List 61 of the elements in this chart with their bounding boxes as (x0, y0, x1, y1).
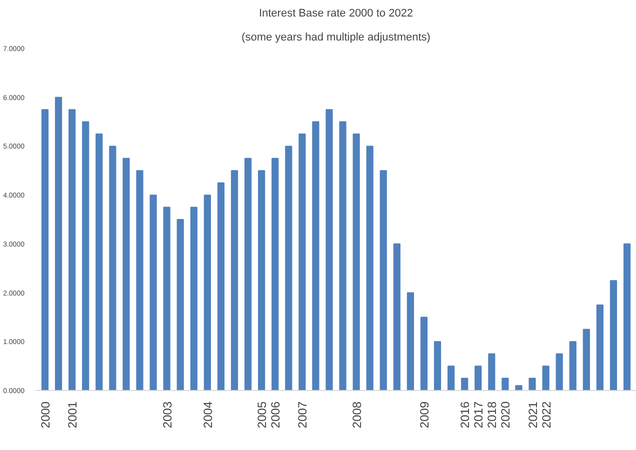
x-tick-label: 2017 (472, 401, 486, 428)
bar (393, 243, 400, 390)
chart-title: Interest Base rate 2000 to 2022 (258, 8, 414, 20)
x-tick-label: 2008 (350, 401, 364, 428)
x-tick-label: 2021 (526, 401, 540, 428)
bar (339, 121, 346, 390)
x-tick-label: 2018 (485, 401, 500, 428)
bar (190, 206, 198, 390)
bar (610, 280, 618, 390)
chart-subtitle: (some years had multiple adjustments) (242, 32, 430, 44)
bar (569, 341, 576, 390)
bar (515, 385, 522, 390)
x-tick-label: 2009 (417, 401, 432, 428)
bar (596, 304, 604, 390)
bar (272, 158, 279, 390)
bar (406, 292, 414, 390)
bar (420, 316, 428, 390)
x-tick-label: 2003 (160, 401, 174, 428)
bar (448, 366, 455, 390)
bar (474, 366, 482, 390)
bar (542, 366, 550, 390)
x-tick-label: 2006 (268, 401, 283, 428)
bar (150, 194, 157, 390)
bar (298, 134, 306, 390)
bar (488, 353, 496, 390)
bar (312, 121, 320, 390)
bar (502, 378, 509, 390)
bar (41, 109, 49, 390)
bar (163, 206, 170, 390)
bar (136, 170, 144, 390)
bar (380, 170, 387, 390)
bar (109, 146, 116, 390)
bar (230, 170, 238, 390)
x-tick-label: 2016 (458, 401, 472, 428)
bar (96, 134, 103, 390)
bar (461, 378, 468, 390)
x-tick-label: 2020 (498, 401, 513, 428)
bar (434, 341, 442, 390)
bar (366, 146, 374, 390)
bar (176, 219, 184, 390)
bar (528, 378, 536, 390)
x-tick-label: 2004 (200, 401, 215, 428)
bar (352, 134, 360, 390)
bar (556, 353, 563, 390)
x-tick-label: 2000 (38, 401, 52, 428)
x-tick-label: 2022 (539, 401, 554, 428)
bar (582, 328, 590, 390)
bar (54, 96, 62, 390)
bar (244, 158, 252, 390)
bar (204, 194, 211, 390)
bar (326, 109, 333, 390)
bar (258, 170, 266, 390)
bar (122, 158, 130, 390)
x-tick-label: 2005 (255, 401, 270, 428)
bar (623, 243, 631, 390)
bar (68, 109, 76, 390)
x-tick-label: 2007 (296, 401, 310, 428)
bar (82, 121, 90, 390)
bar (285, 146, 292, 390)
bar (217, 182, 224, 390)
x-tick-label: 2001 (66, 401, 80, 428)
